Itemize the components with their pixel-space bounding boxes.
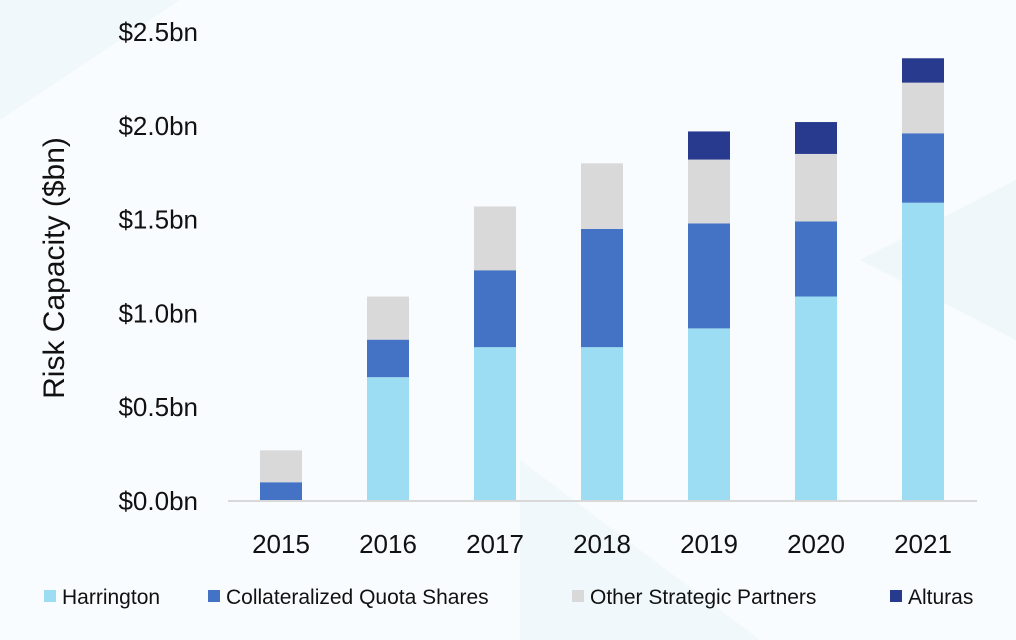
x-tick-label: 2015 — [252, 529, 310, 559]
bar-segment-collateralized-quota-shares — [795, 221, 837, 297]
x-tick-label: 2020 — [787, 529, 845, 559]
bar-segment-collateralized-quota-shares — [581, 228, 623, 348]
legend-label: Collateralized Quota Shares — [226, 586, 489, 609]
bar-segment-alturas — [795, 122, 837, 154]
x-tick-label: 2018 — [573, 529, 631, 559]
x-tick-label: 2019 — [680, 529, 738, 559]
bar-segment-other-strategic-partners — [688, 159, 730, 224]
legend-label: Harrington — [62, 586, 160, 609]
y-tick-label: $0.0bn — [118, 486, 198, 516]
y-tick-label: $1.5bn — [118, 205, 198, 235]
y-tick-label: $0.5bn — [118, 392, 198, 422]
bar-segment-harrington — [367, 377, 409, 501]
bar-segment-collateralized-quota-shares — [902, 133, 944, 203]
bar-segment-collateralized-quota-shares — [474, 270, 516, 348]
bar-segment-harrington — [902, 202, 944, 501]
y-axis-label: Risk Capacity ($bn) — [38, 137, 71, 399]
bar-segment-harrington — [581, 347, 623, 501]
bar-segment-collateralized-quota-shares — [688, 223, 730, 329]
bar-segment-other-strategic-partners — [902, 82, 944, 134]
bar-segment-other-strategic-partners — [795, 153, 837, 222]
y-tick-label: $1.0bn — [118, 298, 198, 328]
bar-segment-harrington — [474, 347, 516, 501]
bar-segment-other-strategic-partners — [581, 163, 623, 229]
bar-segment-collateralized-quota-shares — [367, 339, 409, 378]
x-tick-label: 2021 — [894, 529, 952, 559]
bar-segment-alturas — [902, 58, 944, 83]
bar-segment-collateralized-quota-shares — [260, 482, 302, 501]
y-tick-label: $2.0bn — [118, 111, 198, 141]
x-tick-label: 2017 — [466, 529, 524, 559]
bar-segment-other-strategic-partners — [474, 206, 516, 271]
legend-label: Other Strategic Partners — [590, 586, 816, 609]
bar-segment-harrington — [688, 328, 730, 501]
legend-label: Alturas — [908, 586, 973, 609]
bar-segment-harrington — [795, 296, 837, 501]
legend-swatch — [572, 590, 584, 602]
bar-segment-alturas — [688, 131, 730, 160]
legend-swatch — [44, 590, 56, 602]
legend-swatch — [208, 590, 220, 602]
bar-segment-other-strategic-partners — [367, 296, 409, 340]
x-tick-label: 2016 — [359, 529, 417, 559]
legend-swatch — [890, 590, 902, 602]
y-tick-label: $2.5bn — [118, 17, 198, 47]
bar-segment-other-strategic-partners — [260, 450, 302, 483]
